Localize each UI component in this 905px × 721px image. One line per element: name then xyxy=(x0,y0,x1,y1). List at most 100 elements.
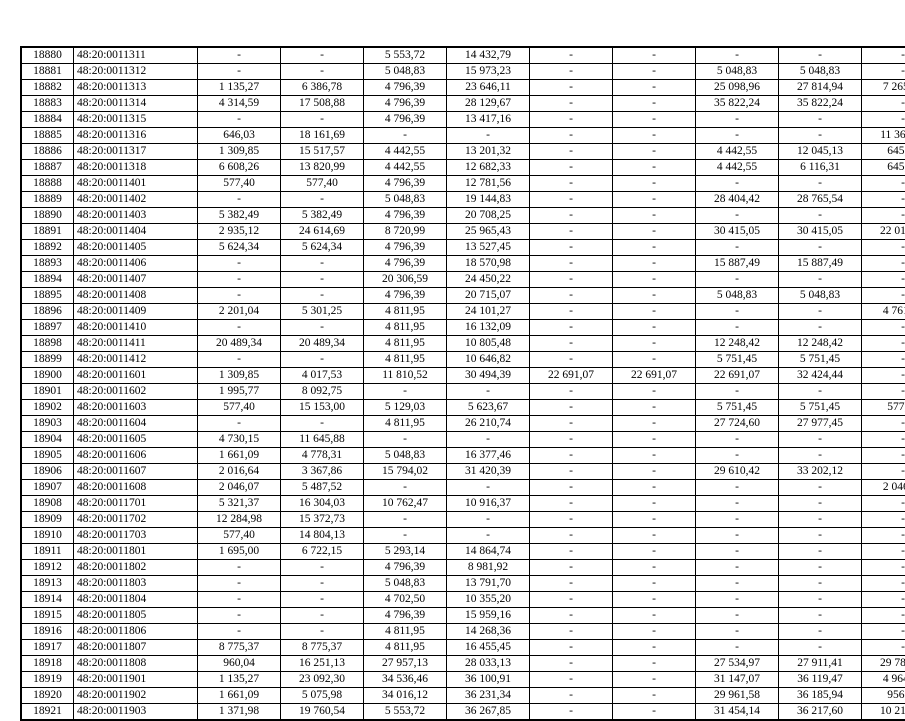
cell-value-col-9[interactable]: 10 213,03 xyxy=(862,704,905,721)
cell-value-col-5[interactable]: - xyxy=(530,240,613,256)
cell-value-col-2[interactable]: 16 304,03 xyxy=(281,496,364,512)
cell-value-col-2[interactable]: - xyxy=(281,288,364,304)
cell-value-col-4[interactable]: 36 267,85 xyxy=(447,704,530,721)
cell-sequence-number[interactable]: 18917 xyxy=(21,640,74,656)
cell-value-col-1[interactable]: 577,40 xyxy=(198,400,281,416)
cell-value-col-5[interactable]: - xyxy=(530,112,613,128)
cell-value-col-7[interactable]: - xyxy=(696,272,779,288)
cell-account-code[interactable]: 48:20:0011409 xyxy=(74,304,198,320)
cell-value-col-2[interactable]: 577,40 xyxy=(281,176,364,192)
cell-value-col-8[interactable]: - xyxy=(779,576,862,592)
cell-value-col-2[interactable]: 5 624,34 xyxy=(281,240,364,256)
cell-value-col-6[interactable]: - xyxy=(613,656,696,672)
cell-value-col-2[interactable]: - xyxy=(281,352,364,368)
cell-account-code[interactable]: 48:20:0011406 xyxy=(74,256,198,272)
cell-value-col-2[interactable]: 16 251,13 xyxy=(281,656,364,672)
cell-value-col-5[interactable]: - xyxy=(530,288,613,304)
cell-sequence-number[interactable]: 18886 xyxy=(21,144,74,160)
cell-sequence-number[interactable]: 18912 xyxy=(21,560,74,576)
cell-value-col-4[interactable]: - xyxy=(447,512,530,528)
cell-sequence-number[interactable]: 18920 xyxy=(21,688,74,704)
cell-sequence-number[interactable]: 18907 xyxy=(21,480,74,496)
cell-value-col-1[interactable]: 1 135,27 xyxy=(198,80,281,96)
cell-value-col-1[interactable]: 2 016,64 xyxy=(198,464,281,480)
cell-account-code[interactable]: 48:20:0011602 xyxy=(74,384,198,400)
cell-value-col-2[interactable]: 19 760,54 xyxy=(281,704,364,721)
cell-value-col-7[interactable]: 27 534,97 xyxy=(696,656,779,672)
cell-value-col-9[interactable]: - xyxy=(862,272,905,288)
cell-value-col-9[interactable]: - xyxy=(862,640,905,656)
cell-value-col-5[interactable]: - xyxy=(530,272,613,288)
cell-value-col-7[interactable]: 4 442,55 xyxy=(696,160,779,176)
cell-value-col-2[interactable]: - xyxy=(281,47,364,64)
cell-value-col-1[interactable]: - xyxy=(198,272,281,288)
cell-value-col-2[interactable]: 3 367,86 xyxy=(281,464,364,480)
cell-account-code[interactable]: 48:20:0011313 xyxy=(74,80,198,96)
cell-value-col-2[interactable]: 18 161,69 xyxy=(281,128,364,144)
cell-value-col-2[interactable]: 5 487,52 xyxy=(281,480,364,496)
cell-account-code[interactable]: 48:20:0011410 xyxy=(74,320,198,336)
cell-value-col-5[interactable]: - xyxy=(530,208,613,224)
cell-value-col-3[interactable]: 4 811,95 xyxy=(364,304,447,320)
cell-value-col-7[interactable]: - xyxy=(696,384,779,400)
cell-value-col-2[interactable]: - xyxy=(281,608,364,624)
cell-value-col-4[interactable]: - xyxy=(447,432,530,448)
cell-value-col-6[interactable]: - xyxy=(613,400,696,416)
cell-value-col-5[interactable]: - xyxy=(530,624,613,640)
cell-value-col-3[interactable]: 5 129,03 xyxy=(364,400,447,416)
cell-account-code[interactable]: 48:20:0011702 xyxy=(74,512,198,528)
cell-value-col-2[interactable]: 24 614,69 xyxy=(281,224,364,240)
cell-value-col-9[interactable]: 4 964,60 xyxy=(862,672,905,688)
cell-value-col-5[interactable]: - xyxy=(530,432,613,448)
cell-value-col-6[interactable]: 22 691,07 xyxy=(613,368,696,384)
cell-value-col-3[interactable]: 15 794,02 xyxy=(364,464,447,480)
cell-value-col-8[interactable]: - xyxy=(779,112,862,128)
cell-value-col-7[interactable]: 29 961,58 xyxy=(696,688,779,704)
cell-account-code[interactable]: 48:20:0011603 xyxy=(74,400,198,416)
cell-sequence-number[interactable]: 18909 xyxy=(21,512,74,528)
cell-value-col-3[interactable]: 5 293,14 xyxy=(364,544,447,560)
cell-value-col-7[interactable]: 31 454,14 xyxy=(696,704,779,721)
cell-value-col-4[interactable]: 36 100,91 xyxy=(447,672,530,688)
cell-value-col-3[interactable]: 4 796,39 xyxy=(364,608,447,624)
cell-value-col-8[interactable]: 33 202,12 xyxy=(779,464,862,480)
cell-value-col-9[interactable]: - xyxy=(862,64,905,80)
cell-value-col-8[interactable]: - xyxy=(779,544,862,560)
cell-sequence-number[interactable]: 18908 xyxy=(21,496,74,512)
cell-value-col-9[interactable]: 956,84 xyxy=(862,688,905,704)
cell-value-col-2[interactable]: 6 722,15 xyxy=(281,544,364,560)
cell-value-col-4[interactable]: - xyxy=(447,528,530,544)
cell-value-col-1[interactable]: 1 661,09 xyxy=(198,448,281,464)
cell-account-code[interactable]: 48:20:0011606 xyxy=(74,448,198,464)
cell-value-col-4[interactable]: 31 420,39 xyxy=(447,464,530,480)
cell-sequence-number[interactable]: 18903 xyxy=(21,416,74,432)
cell-value-col-2[interactable]: 15 517,57 xyxy=(281,144,364,160)
cell-value-col-6[interactable]: - xyxy=(613,688,696,704)
cell-value-col-8[interactable]: - xyxy=(779,592,862,608)
cell-value-col-6[interactable]: - xyxy=(613,304,696,320)
cell-account-code[interactable]: 48:20:0011601 xyxy=(74,368,198,384)
cell-value-col-5[interactable]: - xyxy=(530,448,613,464)
cell-value-col-6[interactable]: - xyxy=(613,320,696,336)
cell-value-col-8[interactable]: - xyxy=(779,496,862,512)
cell-value-col-5[interactable]: - xyxy=(530,224,613,240)
cell-value-col-8[interactable]: 27 814,94 xyxy=(779,80,862,96)
cell-value-col-1[interactable]: 12 284,98 xyxy=(198,512,281,528)
cell-value-col-2[interactable]: 15 372,73 xyxy=(281,512,364,528)
cell-value-col-4[interactable]: 26 210,74 xyxy=(447,416,530,432)
cell-value-col-2[interactable]: 8 775,37 xyxy=(281,640,364,656)
cell-account-code[interactable]: 48:20:0011607 xyxy=(74,464,198,480)
cell-value-col-3[interactable]: 5 048,83 xyxy=(364,576,447,592)
cell-value-col-1[interactable]: 1 995,77 xyxy=(198,384,281,400)
cell-value-col-2[interactable]: 17 508,88 xyxy=(281,96,364,112)
cell-value-col-9[interactable]: - xyxy=(862,592,905,608)
